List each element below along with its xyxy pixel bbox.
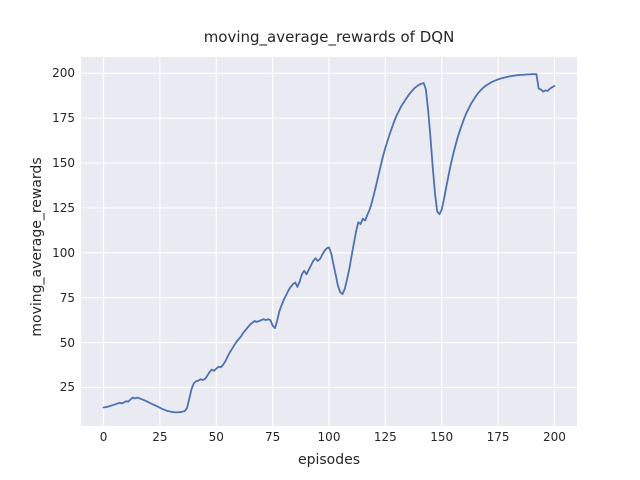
x-tick-label: 100	[317, 430, 341, 444]
y-tick-label: 175	[52, 111, 75, 126]
x-tick-label: 125	[373, 430, 397, 444]
x-axis-label: episodes	[297, 452, 361, 468]
y-tick-label: 50	[59, 335, 75, 350]
y-tick-label: 200	[52, 66, 75, 81]
x-tick-label: 75	[264, 430, 281, 444]
x-tick-label: 175	[486, 430, 510, 444]
y-tick-label: 125	[52, 200, 75, 215]
x-tick-label: 200	[543, 430, 566, 444]
y-tick-label: 75	[59, 290, 75, 305]
x-tick-label: 150	[430, 430, 454, 444]
y-tick-label: 100	[52, 245, 75, 260]
x-tick-label: 0	[99, 430, 108, 444]
x-tick-label: 25	[152, 430, 168, 444]
x-tick-label: 50	[208, 430, 224, 444]
y-tick-label: 25	[59, 380, 75, 395]
y-tick-label: 150	[52, 156, 75, 171]
chart-title: moving_average_rewards of DQN	[203, 28, 455, 46]
dqn-reward-line	[102, 73, 556, 414]
